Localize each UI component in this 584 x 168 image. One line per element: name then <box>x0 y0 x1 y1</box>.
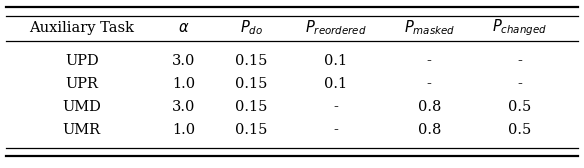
Text: 0.8: 0.8 <box>418 100 441 114</box>
Text: 0.5: 0.5 <box>508 123 531 137</box>
Text: 0.1: 0.1 <box>324 77 347 91</box>
Text: 3.0: 3.0 <box>172 100 196 114</box>
Text: -: - <box>427 77 432 91</box>
Text: $P_{masked}$: $P_{masked}$ <box>404 18 455 37</box>
Text: 0.15: 0.15 <box>235 123 267 137</box>
Text: -: - <box>427 54 432 68</box>
Text: $P_{changed}$: $P_{changed}$ <box>492 17 547 38</box>
Text: 1.0: 1.0 <box>172 77 196 91</box>
Text: -: - <box>333 100 338 114</box>
Text: UMD: UMD <box>62 100 101 114</box>
Text: 3.0: 3.0 <box>172 54 196 68</box>
Text: UMR: UMR <box>62 123 101 137</box>
Text: UPR: UPR <box>65 77 98 91</box>
Text: $\alpha$: $\alpha$ <box>178 21 190 35</box>
Text: -: - <box>517 54 522 68</box>
Text: Auxiliary Task: Auxiliary Task <box>29 21 134 35</box>
Text: $P_{do}$: $P_{do}$ <box>239 18 263 37</box>
Text: $P_{reordered}$: $P_{reordered}$ <box>305 18 367 37</box>
Text: UPD: UPD <box>65 54 99 68</box>
Text: 0.15: 0.15 <box>235 77 267 91</box>
Text: 0.1: 0.1 <box>324 54 347 68</box>
Text: 0.15: 0.15 <box>235 54 267 68</box>
Text: 0.8: 0.8 <box>418 123 441 137</box>
Text: 0.15: 0.15 <box>235 100 267 114</box>
Text: -: - <box>517 77 522 91</box>
Text: -: - <box>333 123 338 137</box>
Text: 1.0: 1.0 <box>172 123 196 137</box>
Text: 0.5: 0.5 <box>508 100 531 114</box>
